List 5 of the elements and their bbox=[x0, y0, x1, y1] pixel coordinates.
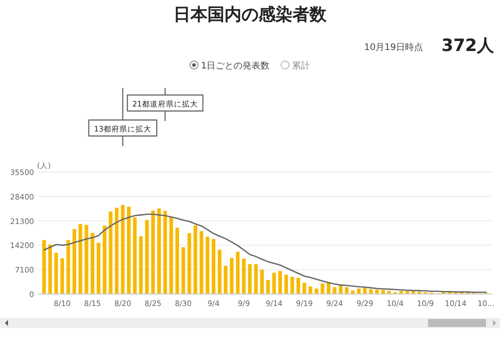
text: 1日ごとの発表数 bbox=[201, 60, 270, 72]
text: 10月19日時点 bbox=[364, 42, 423, 53]
text: 372人 bbox=[442, 36, 495, 56]
text: 累計 bbox=[292, 60, 310, 72]
chart-title: 日本国内の感染者数 bbox=[174, 5, 328, 25]
